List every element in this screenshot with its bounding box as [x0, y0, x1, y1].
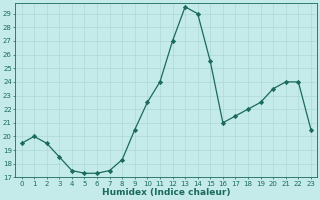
X-axis label: Humidex (Indice chaleur): Humidex (Indice chaleur): [102, 188, 230, 197]
